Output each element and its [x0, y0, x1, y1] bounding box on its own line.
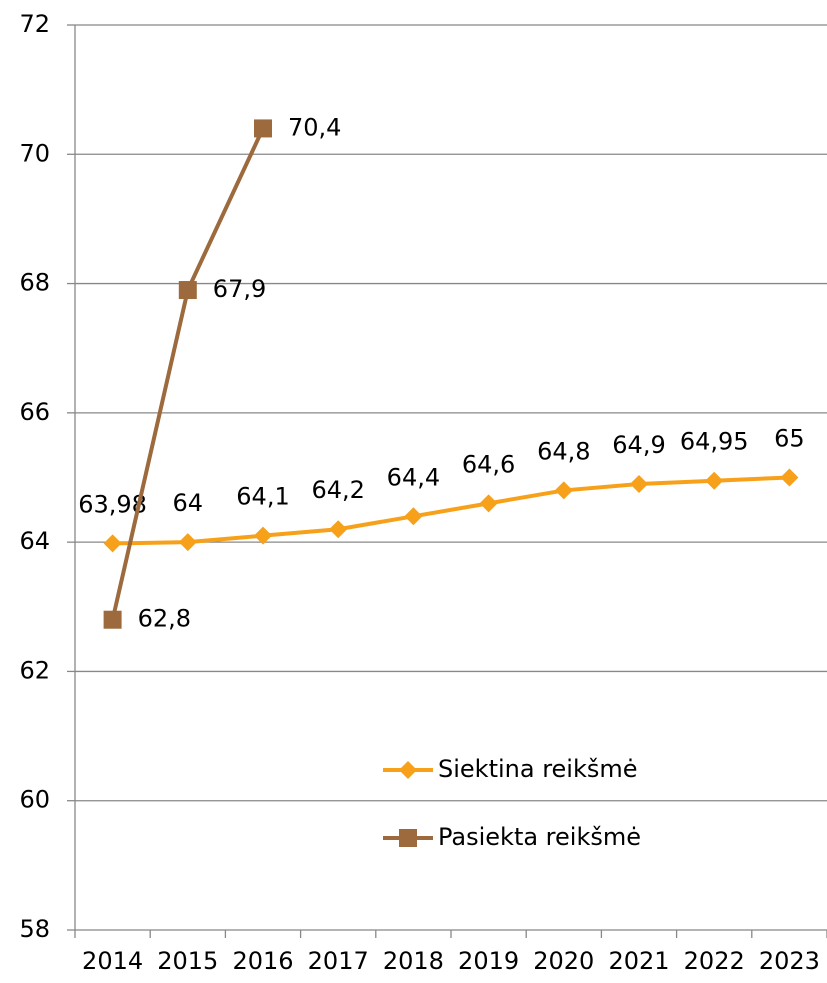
- marker: [103, 534, 122, 553]
- data-label: 65: [774, 425, 805, 453]
- data-label: 64,1: [236, 483, 289, 511]
- y-tick-label: 70: [19, 139, 50, 167]
- x-tick-label: 2021: [608, 947, 669, 975]
- y-tick-label: 60: [19, 786, 50, 814]
- marker: [780, 468, 799, 487]
- marker: [178, 281, 197, 300]
- marker: [329, 520, 348, 539]
- marker: [103, 610, 122, 629]
- x-tick-label: 2018: [383, 947, 444, 975]
- x-tick-label: 2015: [157, 947, 218, 975]
- x-tick-label: 2020: [533, 947, 594, 975]
- legend-label: Pasiekta reikšmė: [438, 823, 641, 851]
- marker: [479, 494, 498, 513]
- y-tick-label: 72: [19, 10, 50, 38]
- marker: [254, 526, 272, 545]
- data-label: 64,9: [612, 431, 665, 459]
- data-label: 64,4: [387, 463, 440, 491]
- data-label: 62,8: [138, 605, 191, 633]
- data-label: 64,8: [537, 437, 590, 465]
- legend-label: Siektina reikšmė: [438, 755, 638, 783]
- x-tick-label: 2014: [82, 947, 143, 975]
- marker: [630, 474, 648, 493]
- y-tick-label: 58: [19, 915, 50, 943]
- data-label: 70,4: [288, 113, 341, 141]
- y-tick-label: 62: [19, 656, 50, 684]
- y-tick-label: 66: [19, 398, 50, 426]
- series-line: [112, 475, 790, 546]
- marker: [554, 481, 573, 500]
- legend-marker: [399, 761, 417, 779]
- x-tick-label: 2023: [759, 947, 820, 975]
- marker: [178, 533, 197, 552]
- legend-marker: [399, 829, 417, 847]
- x-tick-label: 2017: [308, 947, 369, 975]
- x-tick-label: 2019: [458, 947, 519, 975]
- data-label: 64,6: [462, 450, 515, 478]
- y-tick-label: 64: [19, 527, 50, 555]
- x-tick-label: 2022: [684, 947, 745, 975]
- marker: [705, 471, 724, 490]
- data-label: 67,9: [213, 275, 266, 303]
- data-label: 64,95: [680, 428, 749, 456]
- marker: [404, 507, 423, 526]
- marker: [254, 119, 272, 138]
- data-label: 64,2: [311, 476, 364, 504]
- x-tick-label: 2016: [232, 947, 293, 975]
- y-tick-label: 68: [19, 269, 50, 297]
- data-label: 64: [173, 489, 204, 517]
